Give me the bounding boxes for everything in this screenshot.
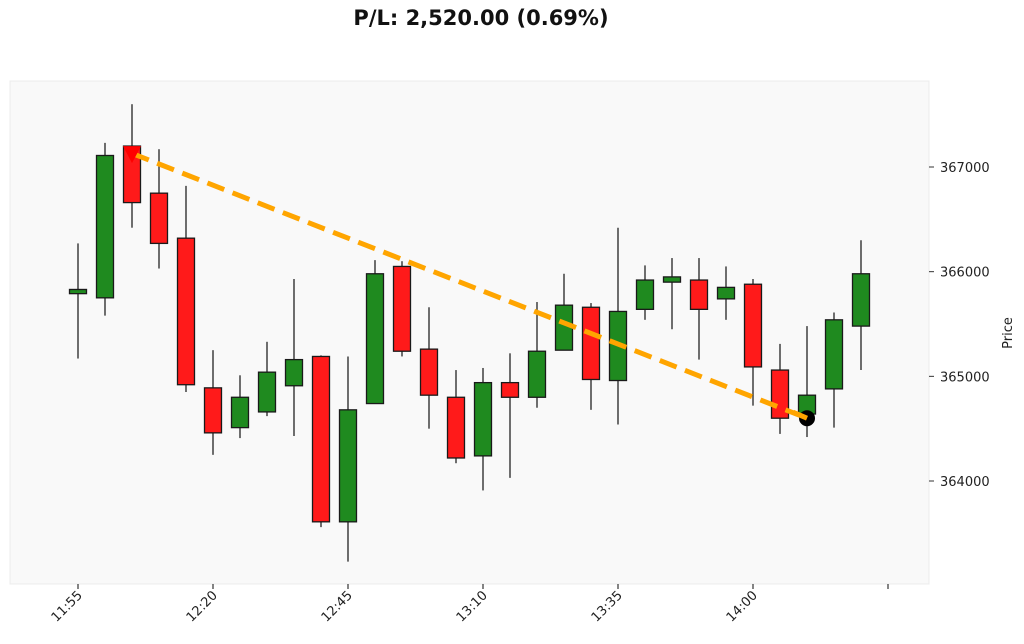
candle xyxy=(581,303,601,410)
x-axis: 11:55 12:20 12:45 13:10 13:35 14:00 xyxy=(49,584,889,625)
candle xyxy=(716,266,736,320)
candle xyxy=(392,261,412,357)
candle-body xyxy=(338,409,358,523)
chart-title: P/L: 2,520.00 (0.69%) xyxy=(353,6,609,30)
y-tick-label: 364000 xyxy=(940,475,990,490)
candle-body xyxy=(68,288,88,295)
y-tick-label: 365000 xyxy=(940,370,990,385)
candle xyxy=(203,350,223,455)
candle xyxy=(527,302,547,408)
x-tick-label: 14:00 xyxy=(724,588,761,625)
x-tick-label: 12:20 xyxy=(184,588,221,625)
candle xyxy=(149,149,169,269)
candle xyxy=(635,265,655,320)
x-tick-label: 13:10 xyxy=(454,588,491,625)
candle-body xyxy=(500,381,520,398)
candle-body xyxy=(743,283,763,368)
candle xyxy=(743,278,763,406)
candle xyxy=(689,258,709,360)
candle-body xyxy=(851,273,871,327)
candle-body xyxy=(635,279,655,311)
trendline xyxy=(131,151,808,421)
candle xyxy=(338,356,358,562)
candle-body xyxy=(446,396,466,459)
candle-body xyxy=(662,276,682,283)
candle-body xyxy=(257,371,277,413)
candle-body xyxy=(824,319,844,390)
candle-body xyxy=(176,237,196,386)
candle xyxy=(68,243,88,359)
plot-area xyxy=(9,80,930,585)
candle xyxy=(473,367,493,491)
trendline-end xyxy=(792,409,808,421)
candle-body xyxy=(284,358,304,387)
candle-body xyxy=(203,387,223,434)
candle-body xyxy=(473,381,493,457)
candle-body xyxy=(311,355,331,523)
x-tick-label: 11:55 xyxy=(49,588,86,625)
candle xyxy=(446,370,466,464)
y-tick-label: 367000 xyxy=(940,161,990,176)
candle xyxy=(230,375,250,439)
candle xyxy=(257,341,277,417)
candle xyxy=(284,278,304,437)
candle-body xyxy=(527,350,547,398)
candle xyxy=(662,258,682,330)
candle-body xyxy=(95,154,115,299)
candle-body xyxy=(581,306,601,381)
y-axis: 364000 365000 366000 367000 xyxy=(929,161,990,490)
entry-marker-icon xyxy=(123,146,141,164)
candle xyxy=(176,185,196,393)
candle-body xyxy=(149,192,169,245)
y-tick-label: 366000 xyxy=(940,266,990,281)
x-tick-label: 12:45 xyxy=(319,588,356,625)
candle xyxy=(365,260,385,405)
candle xyxy=(419,307,439,429)
candle xyxy=(95,142,115,316)
candles-group xyxy=(68,104,871,562)
candle xyxy=(311,355,331,528)
candle-body xyxy=(716,286,736,300)
candle xyxy=(851,240,871,371)
candle xyxy=(500,353,520,478)
annotations-group xyxy=(123,146,815,427)
candle xyxy=(824,312,844,428)
candle-body xyxy=(365,273,385,405)
candle-body xyxy=(419,348,439,396)
candle-body xyxy=(392,265,412,352)
candle xyxy=(122,104,142,228)
candle-body xyxy=(689,279,709,311)
y-axis-label: Price xyxy=(1001,317,1016,349)
x-tick-label: 13:35 xyxy=(589,588,626,625)
candle-body xyxy=(230,396,250,429)
